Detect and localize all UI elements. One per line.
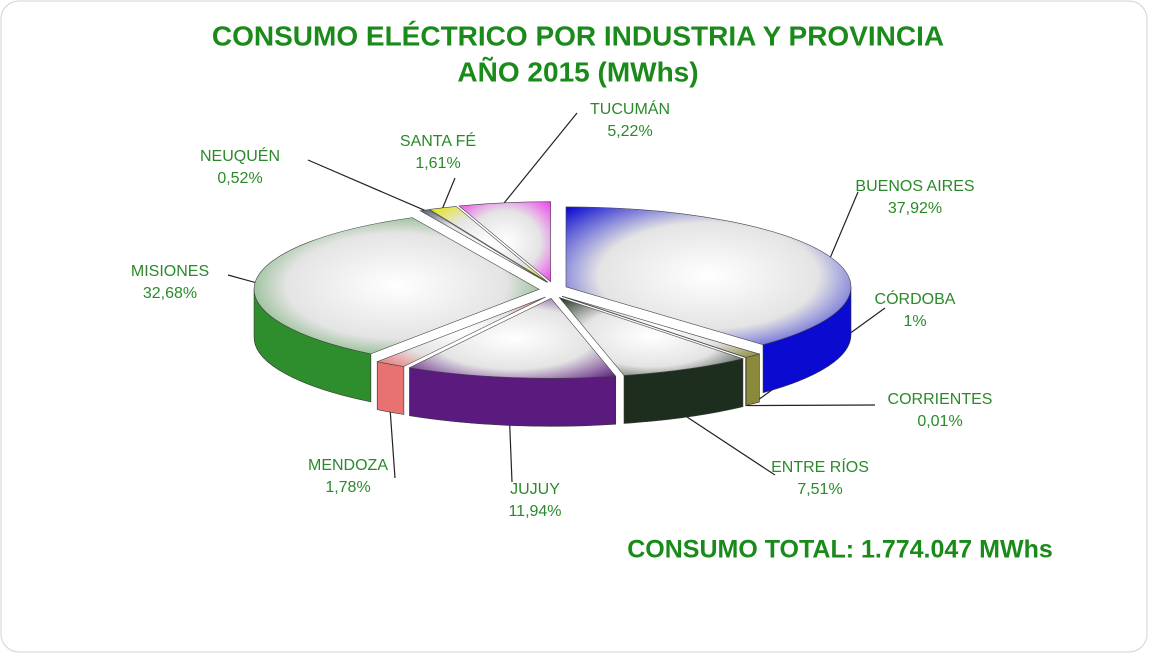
slice-label: BUENOS AIRES (855, 178, 974, 195)
slice-value-label: 1% (903, 313, 926, 330)
slice-value-label: 0,52% (217, 170, 262, 187)
slice-value-label: 0,01% (917, 413, 962, 430)
slice-side (746, 354, 759, 405)
slice-side (377, 362, 404, 415)
leader-line (746, 405, 875, 406)
slice-value-label: 32,68% (143, 285, 197, 302)
slice-label: NEUQUÉN (200, 146, 280, 165)
annotation: CONSUMO TOTAL: 1.774.047 MWhs (627, 536, 1053, 564)
slice-label: MENDOZA (308, 457, 388, 474)
slice-value-label: 7,51% (797, 481, 842, 498)
slice-value-label: 5,22% (607, 123, 652, 140)
slice-label: ENTRE RÍOS (771, 457, 869, 476)
slice-label: JUJUY (510, 481, 560, 498)
slice-label: CÓRDOBA (875, 289, 956, 308)
slice-label: CORRIENTES (888, 391, 993, 408)
slice-value-label: 1,78% (325, 479, 370, 496)
slice-label: SANTA FÉ (400, 131, 476, 150)
chart-subtitle: AÑO 2015 (MWhs) (457, 56, 698, 87)
chart-title: CONSUMO ELÉCTRICO POR INDUSTRIA Y PROVIN… (212, 20, 944, 51)
slice-value-label: 37,92% (888, 200, 942, 217)
slice-label: MISIONES (131, 263, 209, 280)
slice-label: TUCUMÁN (590, 99, 670, 118)
slice-value-label: 1,61% (415, 155, 460, 172)
slice-value-label: 11,94% (508, 503, 561, 520)
